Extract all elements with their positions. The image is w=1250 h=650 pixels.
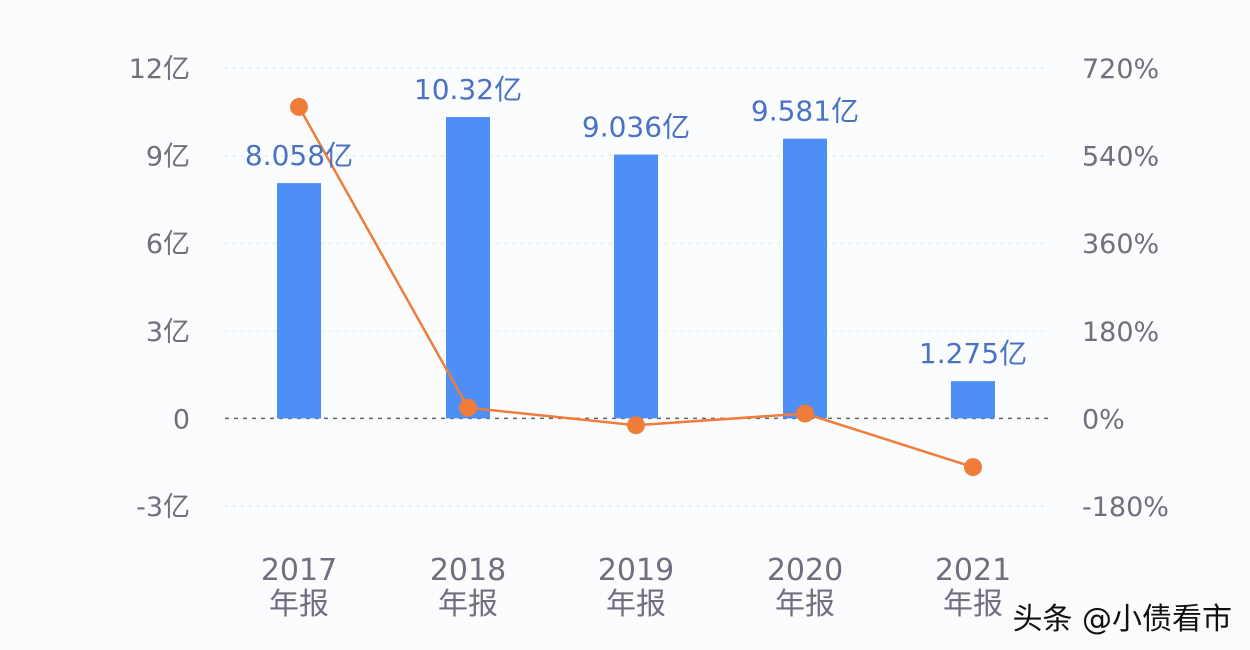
right-tick-label: 0% [1082,404,1125,435]
bar [951,381,995,419]
left-tick-label: 12亿 [129,54,190,85]
right-tick-label: 360% [1082,229,1159,260]
bar [446,117,490,419]
bar [277,183,321,419]
right-axis: 720% 540% 360% 180% 0% -180% [1082,54,1169,523]
x-axis: 2017 年报 2018 年报 2019 年报 2020 年报 2021 年报 [261,553,1011,622]
line-point [290,97,308,116]
bar-data-label: 10.32亿 [414,73,522,106]
bar-data-label: 9.581亿 [751,95,859,128]
line-point [459,398,477,417]
right-tick-label: 720% [1082,54,1159,85]
line-series [290,97,982,477]
bar-data-label: 9.036亿 [582,111,690,144]
bar-data-label: 8.058亿 [245,139,353,172]
line-point [796,404,814,423]
left-tick-label: -3亿 [136,492,190,523]
x-tick-label: 2018 年报 [430,553,506,622]
data-labels: 8.058亿 10.32亿 9.036亿 9.581亿 1.275亿 [245,73,1027,370]
bar [783,138,827,419]
right-tick-label: -180% [1082,492,1169,523]
line-point [964,458,982,477]
right-tick-label: 180% [1082,317,1159,348]
left-tick-label: 3亿 [146,317,190,348]
right-tick-label: 540% [1082,142,1159,173]
line-point [627,416,645,435]
bar-data-label: 1.275亿 [919,337,1027,370]
watermark-text: 头条 @小债看市 [1012,602,1232,637]
bar-series [277,117,995,419]
grid-layer [225,67,1050,507]
x-tick-label: 2017 年报 [261,553,337,622]
left-axis: 12亿 9亿 6亿 3亿 0 -3亿 [129,54,190,523]
bar [614,154,658,419]
x-tick-label: 2019 年报 [598,553,674,622]
left-tick-label: 6亿 [146,229,190,260]
x-tick-label: 2021 年报 [935,553,1011,622]
x-tick-label: 2020 年报 [767,553,843,622]
left-tick-label: 9亿 [146,142,190,173]
left-tick-label: 0 [173,404,190,435]
